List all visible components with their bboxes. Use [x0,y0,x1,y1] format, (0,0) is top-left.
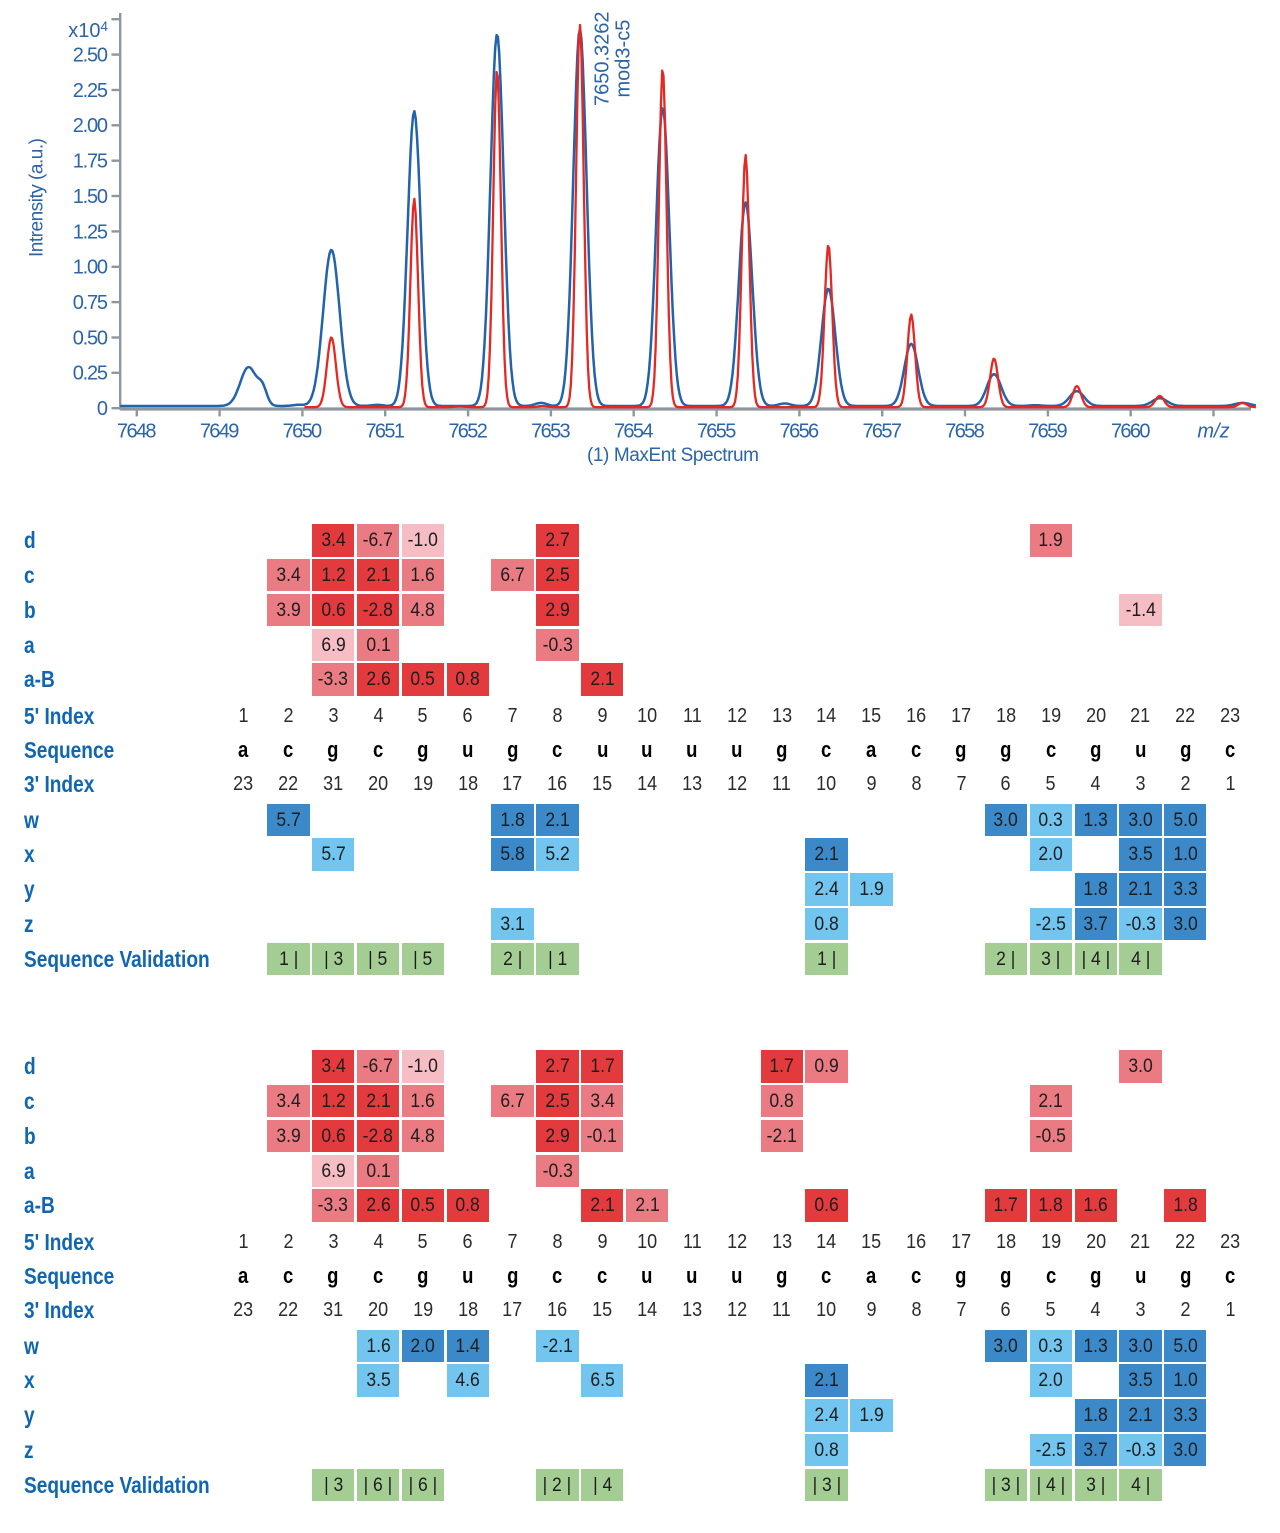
svg-text:7654: 7654 [614,420,654,442]
svg-text:7657: 7657 [862,420,902,442]
svg-text:2.25: 2.25 [73,80,108,102]
svg-text:Intrensity (a.u.): Intrensity (a.u.) [27,138,48,257]
svg-text:(1) MaxEnt Spectrum: (1) MaxEnt Spectrum [587,445,759,466]
svg-text:1.00: 1.00 [73,257,108,279]
svg-text:mod3-c5: mod3-c5 [613,20,635,98]
svg-text:7655: 7655 [697,420,737,442]
svg-text:7650: 7650 [283,420,323,442]
svg-text:7656: 7656 [780,420,820,442]
svg-text:2.50: 2.50 [73,45,108,67]
svg-text:7659: 7659 [1028,420,1068,442]
svg-text:0.25: 0.25 [73,363,108,385]
svg-text:7651: 7651 [365,420,405,442]
svg-text:0.75: 0.75 [73,292,108,314]
svg-text:7648: 7648 [117,420,157,442]
svg-text:0: 0 [97,398,108,420]
svg-text:1.50: 1.50 [73,186,108,208]
svg-text:7650.3262: 7650.3262 [591,11,613,106]
svg-text:1.25: 1.25 [73,221,108,243]
svg-text:1.75: 1.75 [73,151,108,173]
svg-text:7653: 7653 [531,420,571,442]
svg-text:7658: 7658 [945,420,985,442]
svg-text:7660: 7660 [1111,420,1151,442]
svg-text:7652: 7652 [448,420,488,442]
svg-text:7649: 7649 [200,420,240,442]
svg-text:0.50: 0.50 [73,327,108,349]
svg-text:x104: x104 [68,19,108,42]
svg-text:2.00: 2.00 [73,115,108,137]
svg-text:m/z: m/z [1197,420,1229,442]
